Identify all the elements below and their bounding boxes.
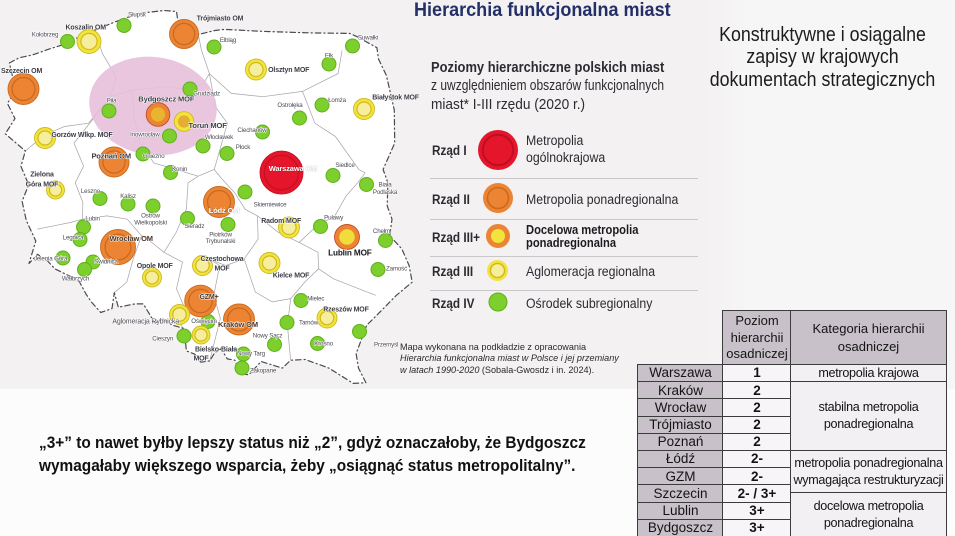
svg-text:Piotrków: Piotrków (209, 232, 232, 239)
svg-text:Ostrów: Ostrów (141, 213, 160, 220)
svg-text:Krosno: Krosno (314, 340, 333, 347)
svg-text:Koszalin OM: Koszalin OM (66, 25, 107, 32)
svg-text:Ostrołęka: Ostrołęka (277, 102, 303, 109)
svg-text:Przemyśl: Przemyśl (374, 342, 398, 349)
svg-text:Wielkopolski: Wielkopolski (134, 219, 167, 226)
svg-text:Płock: Płock (236, 144, 251, 151)
svg-text:Cieszyn: Cieszyn (152, 336, 174, 343)
svg-text:Nowy Targ: Nowy Targ (237, 351, 265, 358)
svg-text:Nowy Sącz: Nowy Sącz (253, 332, 283, 339)
svg-text:Świdnica: Świdnica (94, 258, 118, 266)
svg-text:Sieradz: Sieradz (184, 223, 204, 230)
svg-text:Mielec: Mielec (307, 295, 324, 302)
svg-text:Elbląg: Elbląg (220, 37, 237, 44)
svg-text:Konin: Konin (172, 166, 188, 173)
svg-text:Kraków OM: Kraków OM (218, 320, 258, 329)
svg-text:Trybunalski: Trybunalski (206, 238, 236, 245)
svg-text:Suwałki: Suwałki (358, 35, 378, 42)
svg-text:Piła: Piła (107, 98, 117, 105)
svg-text:Trójmiasto OM: Trójmiasto OM (197, 16, 244, 23)
svg-text:Podlaska: Podlaska (373, 189, 398, 196)
svg-text:Wałbrzych: Wałbrzych (62, 276, 90, 283)
svg-text:MOF: MOF (214, 265, 230, 272)
svg-text:Wrocław OM: Wrocław OM (110, 234, 153, 243)
svg-text:Skierniewice: Skierniewice (254, 202, 288, 209)
svg-text:Opole MOF: Opole MOF (137, 263, 174, 270)
svg-text:Gorzów Wlkp. MOF: Gorzów Wlkp. MOF (51, 132, 113, 139)
svg-text:Inowrocław: Inowrocław (130, 132, 160, 139)
svg-text:Kalisz: Kalisz (120, 193, 136, 200)
svg-text:Białystok MOF: Białystok MOF (372, 95, 420, 102)
svg-text:GZM+: GZM+ (199, 294, 218, 301)
svg-text:Łomża: Łomża (328, 97, 347, 104)
svg-text:Słupsk: Słupsk (128, 12, 147, 19)
svg-text:Olsztyn MOF: Olsztyn MOF (268, 67, 310, 74)
svg-text:Chełm: Chełm (373, 228, 390, 235)
svg-text:Ciechanów: Ciechanów (237, 127, 267, 134)
svg-text:Gniezno: Gniezno (143, 153, 166, 160)
svg-text:Tarnów: Tarnów (299, 319, 319, 326)
svg-text:Grudziądz: Grudziądz (193, 91, 220, 98)
svg-text:Siedlce: Siedlce (335, 162, 355, 169)
svg-text:Łódź OM: Łódź OM (209, 206, 240, 215)
svg-text:Warszawa OM: Warszawa OM (269, 164, 318, 173)
svg-text:Rzeszów MOF: Rzeszów MOF (323, 306, 369, 313)
svg-text:Częstochowa: Częstochowa (200, 256, 243, 263)
svg-text:Zakopane: Zakopane (250, 367, 277, 374)
svg-text:Szczecin OM: Szczecin OM (1, 68, 42, 75)
svg-text:Bielsko-Biała: Bielsko-Biała (195, 347, 237, 354)
svg-text:Kołobrzeg: Kołobrzeg (32, 32, 59, 39)
svg-text:Puławy: Puławy (324, 214, 344, 221)
svg-text:Oświęcim: Oświęcim (191, 318, 217, 325)
svg-text:Góra MOF: Góra MOF (26, 182, 60, 189)
svg-text:Toruń MOF: Toruń MOF (189, 121, 228, 130)
svg-text:Włocławek: Włocławek (205, 134, 234, 141)
svg-text:Bydgoszcz MOF: Bydgoszcz MOF (138, 95, 195, 104)
svg-text:MOF: MOF (193, 356, 209, 363)
svg-text:Jelenia Góra: Jelenia Góra (34, 256, 68, 263)
svg-text:Lubin: Lubin (85, 216, 100, 223)
svg-text:Radom MOF: Radom MOF (261, 218, 302, 225)
svg-text:Ełk: Ełk (325, 53, 334, 60)
svg-text:Aglomeracja Rybnicka: Aglomeracja Rybnicka (112, 319, 179, 326)
svg-text:Zielona: Zielona (30, 172, 54, 179)
svg-text:Lublin MOF: Lublin MOF (328, 249, 372, 258)
svg-text:Biała: Biała (378, 182, 392, 189)
svg-text:Legnica: Legnica (63, 234, 84, 241)
svg-text:Kielce MOF: Kielce MOF (273, 273, 310, 280)
svg-text:Zamość: Zamość (386, 265, 407, 272)
svg-text:Leszno: Leszno (81, 188, 101, 195)
svg-text:Poznań OM: Poznań OM (91, 152, 130, 161)
